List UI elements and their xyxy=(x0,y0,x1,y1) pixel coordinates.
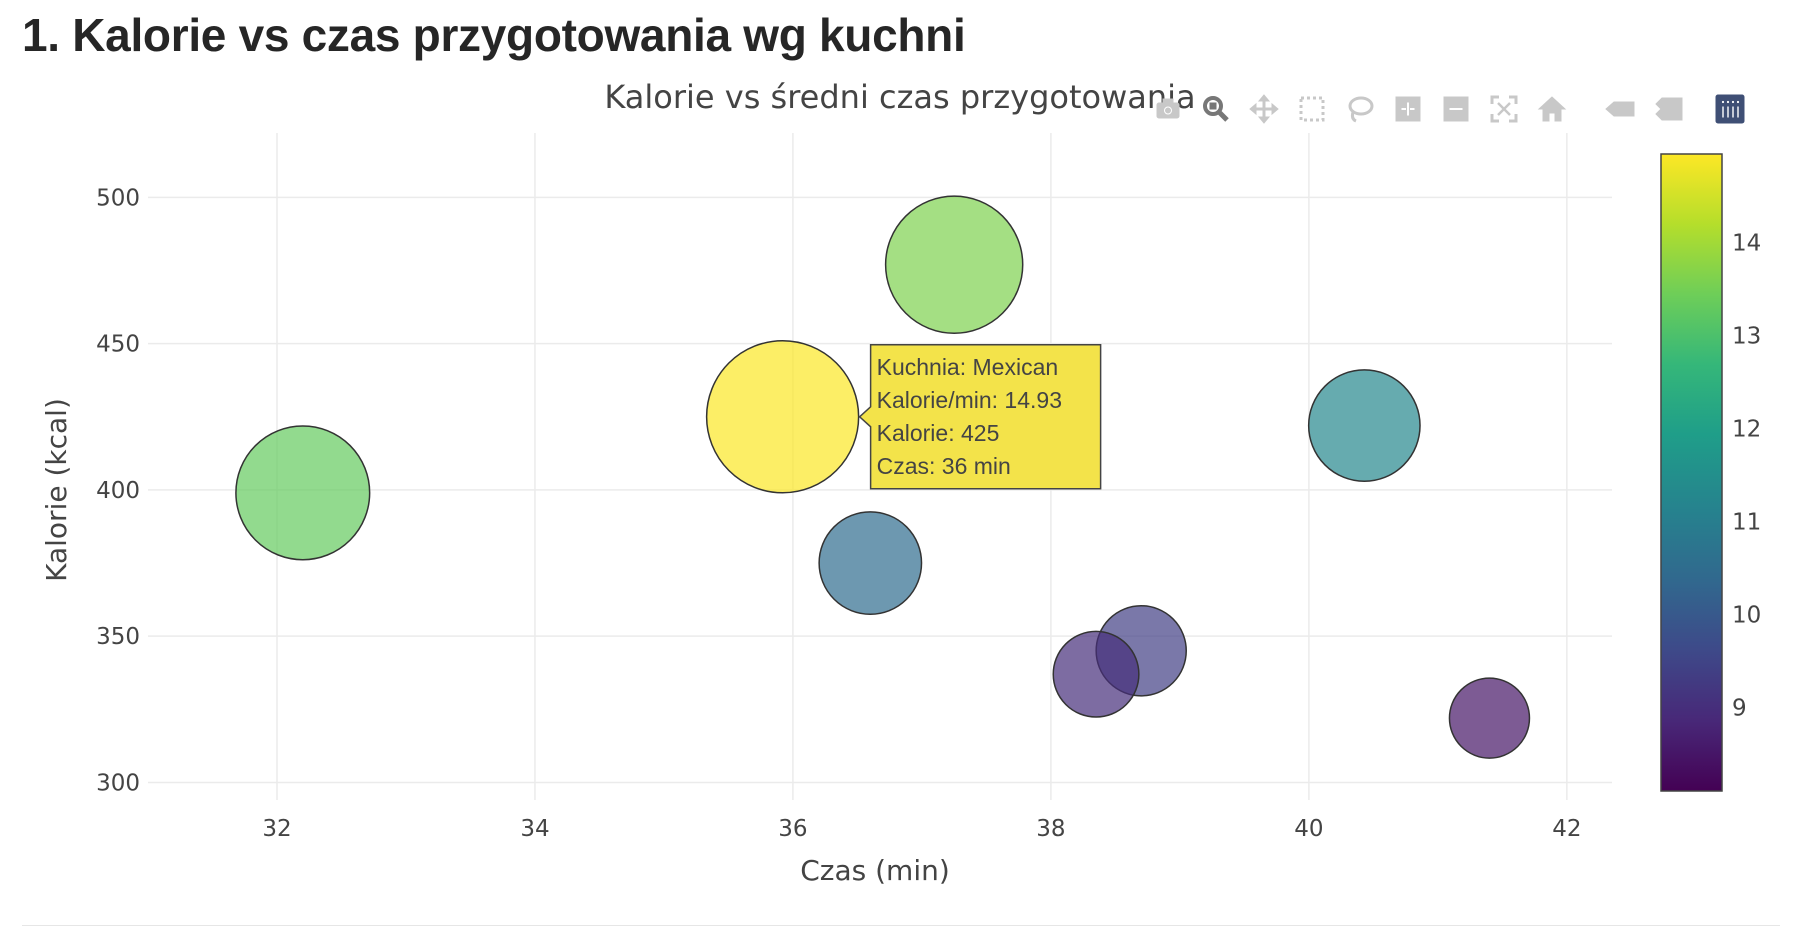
plotly-logo-icon xyxy=(1715,94,1745,124)
lasso-select-icon xyxy=(1348,96,1374,123)
plotly-logo-button[interactable] xyxy=(1712,91,1748,127)
zoom-button[interactable] xyxy=(1198,91,1234,127)
x-tick-label: 42 xyxy=(1552,816,1581,842)
colorbar-tick-label: 13 xyxy=(1732,323,1761,349)
zoom-out-button[interactable] xyxy=(1438,91,1474,127)
box-select-button[interactable] xyxy=(1294,91,1330,127)
pan-icon xyxy=(1249,94,1279,124)
y-tick-label: 400 xyxy=(96,478,140,504)
colorbar-tick-label: 10 xyxy=(1732,602,1761,628)
bubble-point[interactable] xyxy=(1448,677,1531,759)
camera-button[interactable] xyxy=(1150,91,1186,127)
y-tick-label: 450 xyxy=(96,332,140,358)
zoom-in-button[interactable] xyxy=(1390,91,1426,127)
colorbar-tick-label: 14 xyxy=(1732,230,1761,256)
hover-line: Czas: 36 min xyxy=(877,453,1011,479)
divider xyxy=(22,925,1780,926)
zoom-out-icon xyxy=(1443,96,1469,122)
x-axis-title: Czas (min) xyxy=(800,854,950,887)
x-tick-label: 38 xyxy=(1036,816,1065,842)
y-axis-title: Kalorie (kcal) xyxy=(40,398,73,582)
bubble-point[interactable] xyxy=(705,340,860,494)
bubble-point[interactable] xyxy=(1052,630,1140,718)
chart-title: Kalorie vs średni czas przygotowania xyxy=(604,78,1195,116)
hover-line: Kalorie/min: 14.93 xyxy=(877,387,1062,413)
compare-hover-icon xyxy=(1655,97,1683,121)
compare-hover-button[interactable] xyxy=(1650,91,1686,127)
scatter-chart[interactable]: Kalorie vs średni czas przygotowania 32 3… xyxy=(0,0,1802,900)
camera-icon xyxy=(1156,98,1180,119)
bubble-point[interactable] xyxy=(1307,369,1421,482)
x-tick-label: 40 xyxy=(1294,816,1323,842)
autoscale-button[interactable] xyxy=(1486,91,1522,127)
x-tick-label: 32 xyxy=(262,816,291,842)
bubble-point[interactable] xyxy=(235,425,371,561)
bubble-point[interactable] xyxy=(884,195,1024,334)
modebar xyxy=(1150,88,1760,130)
pan-button[interactable] xyxy=(1246,91,1282,127)
zoom-icon xyxy=(1203,96,1229,122)
bubble-point[interactable] xyxy=(818,511,923,615)
spike-lines-icon xyxy=(1605,101,1635,117)
reset-axes-icon xyxy=(1537,96,1567,122)
zoom-in-icon xyxy=(1395,96,1421,122)
reset-axes-button[interactable] xyxy=(1534,91,1570,127)
colorbar-tick-label: 11 xyxy=(1732,509,1761,535)
hover-line: Kalorie: 425 xyxy=(877,420,1000,446)
colorbar xyxy=(1660,153,1723,792)
y-tick-label: 350 xyxy=(96,624,140,650)
spike-lines-button[interactable] xyxy=(1602,91,1638,127)
y-tick-label: 500 xyxy=(96,185,140,211)
page-heading: 1. Kalorie vs czas przygotowania wg kuch… xyxy=(22,9,966,61)
lasso-select-button[interactable] xyxy=(1342,91,1378,127)
hover-line: Kuchnia: Mexican xyxy=(877,354,1059,380)
x-tick-label: 36 xyxy=(778,816,807,842)
hover-tooltip xyxy=(858,344,1102,490)
x-tick-label: 34 xyxy=(520,816,549,842)
colorbar-tick-label: 9 xyxy=(1732,695,1747,721)
box-select-icon xyxy=(1299,96,1325,122)
colorbar-tick-label: 12 xyxy=(1732,416,1761,442)
y-tick-label: 300 xyxy=(96,770,140,796)
autoscale-icon xyxy=(1490,95,1518,123)
